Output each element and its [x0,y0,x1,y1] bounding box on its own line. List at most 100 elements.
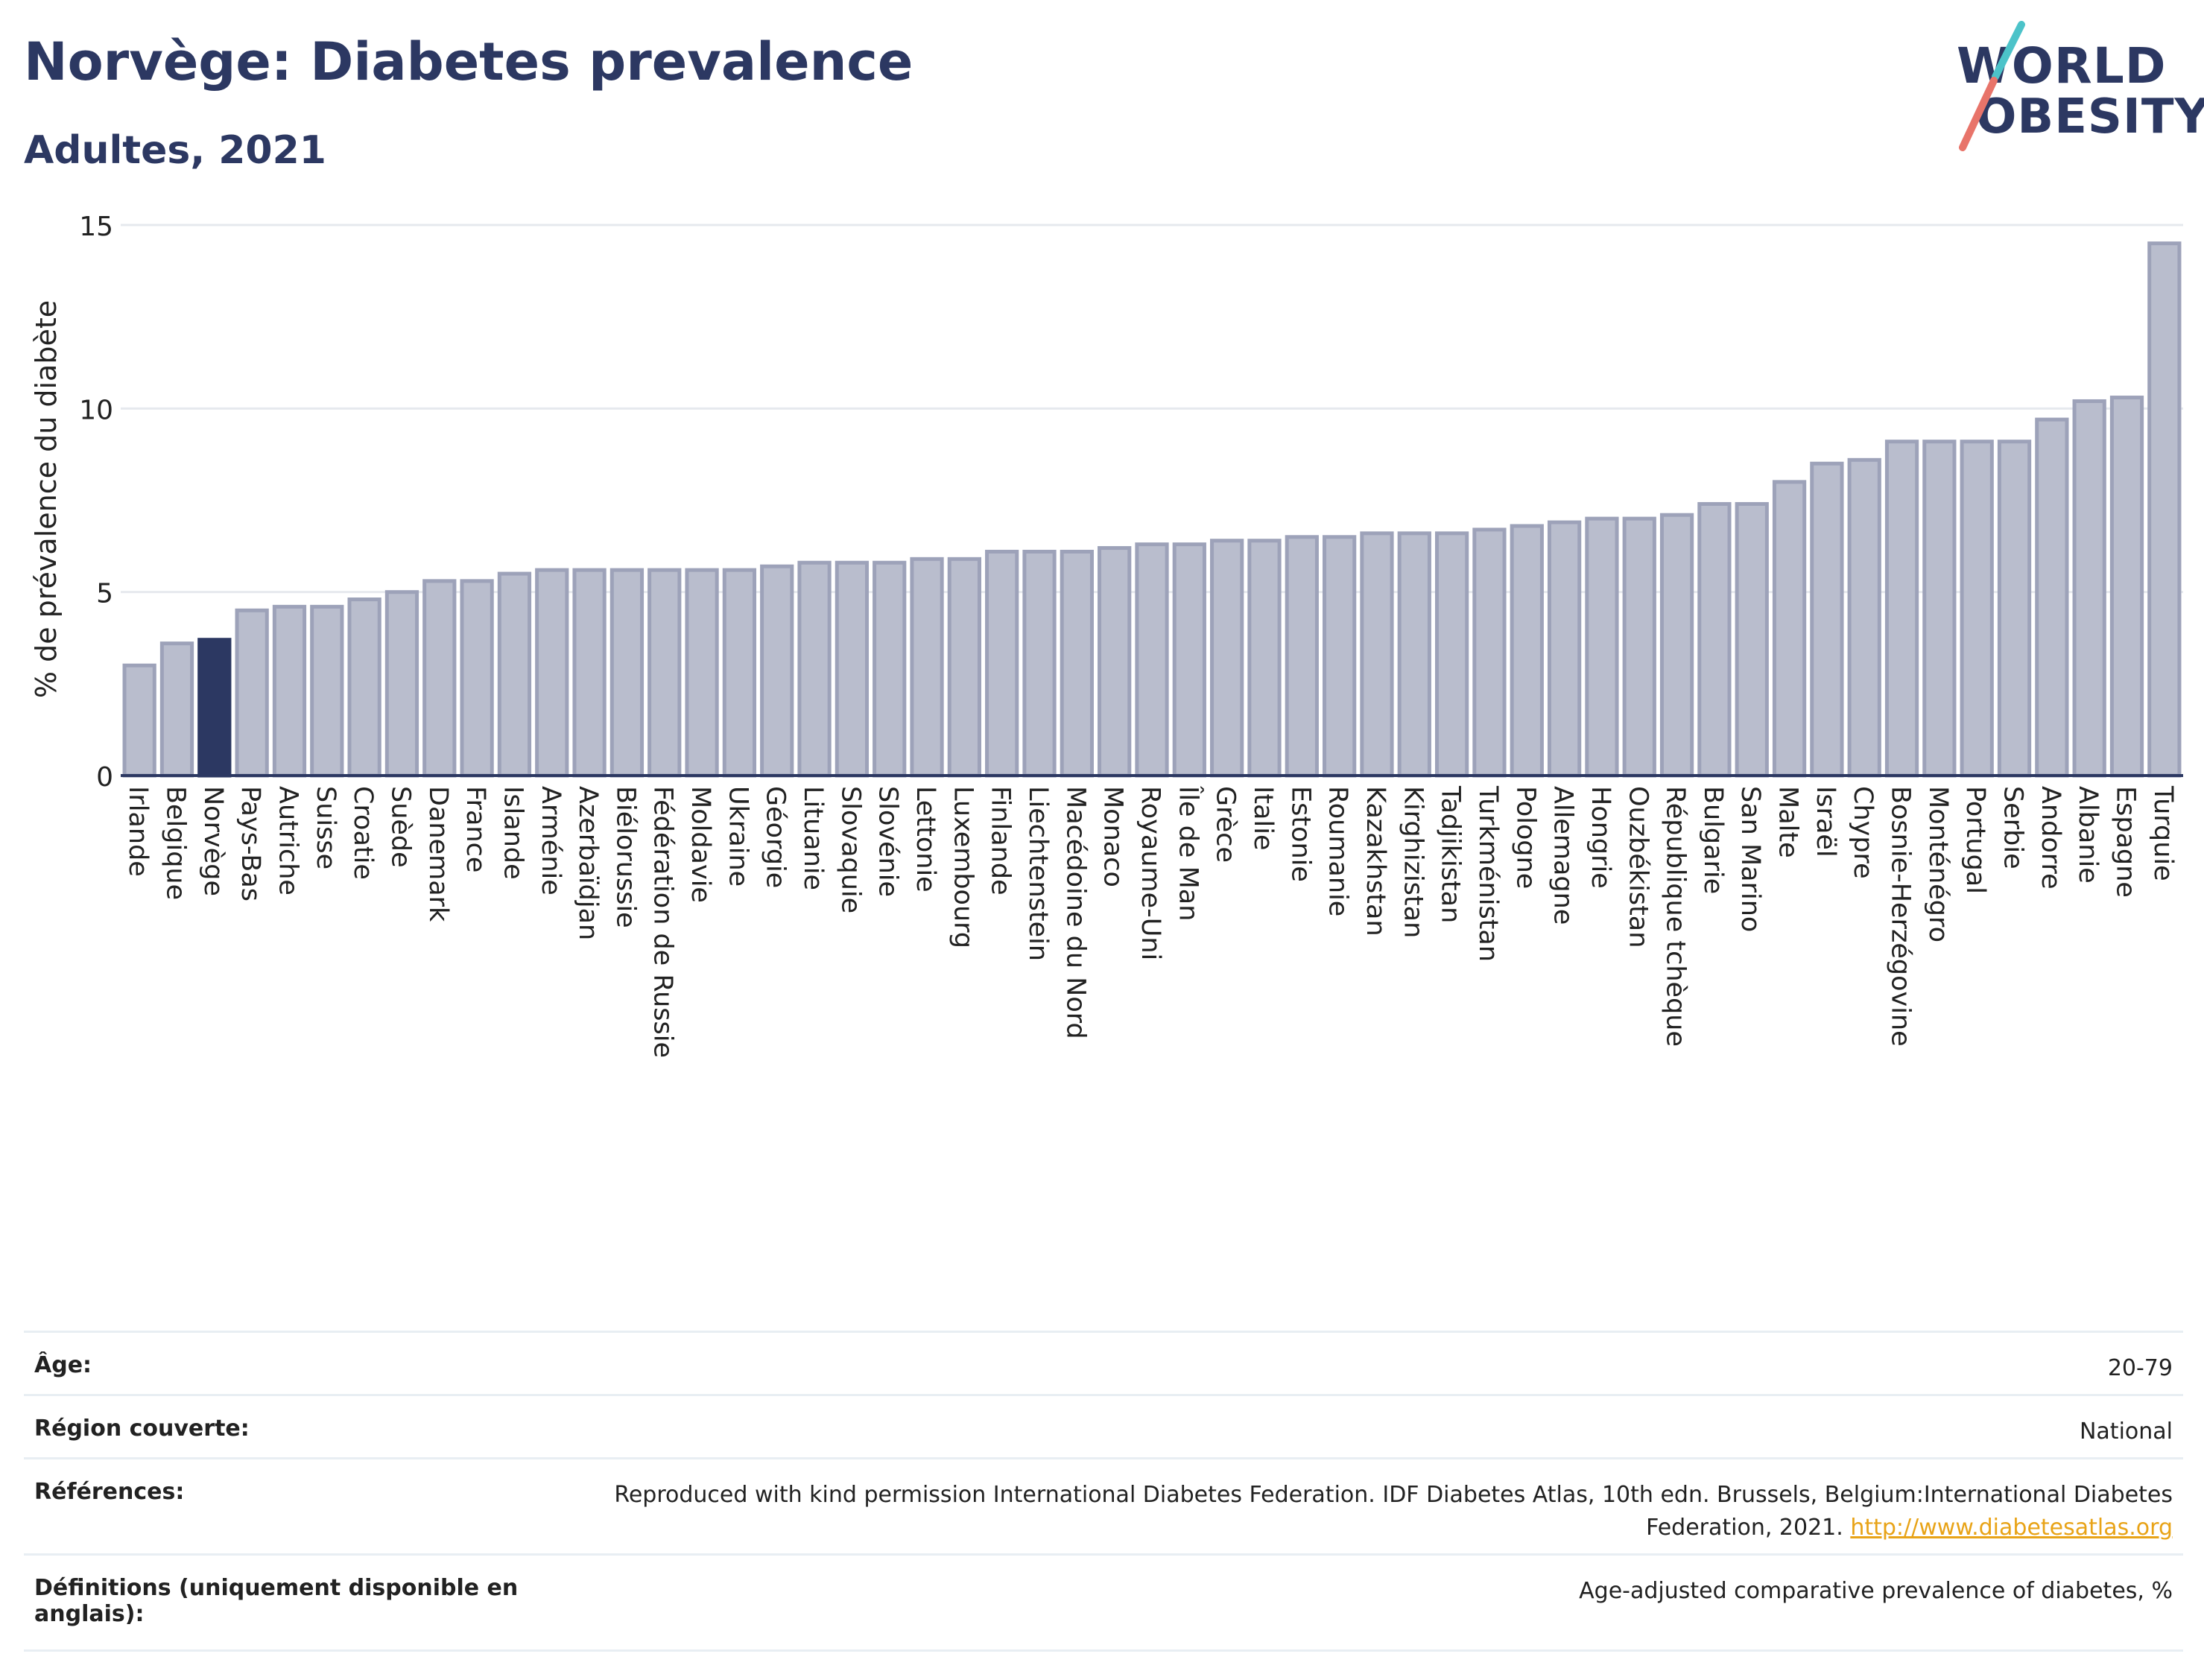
bar [535,568,569,778]
x-tick-label: Ouzbékistan [1623,786,1653,948]
bar [2147,241,2182,778]
bar [1622,516,1656,778]
bar [384,590,419,778]
world-obesity-logo: WORLD OBESITY [1937,21,2204,162]
x-tick-label: Monténégro [1923,786,1953,942]
bar [1735,501,1769,778]
x-tick-label: Île de Man [1173,785,1204,921]
bar [1847,457,1881,778]
x-tick-label: Islande [498,786,528,880]
x-tick-label: Azerbaïdjan [573,786,603,940]
x-tick-label: Biélorussie [610,786,640,928]
bar [797,560,832,778]
bar [685,568,719,778]
x-tick-label: Israël [1811,786,1840,858]
page-subtitle: Adultes, 2021 [24,128,326,173]
x-tick-label: Lituanie [798,786,828,890]
bar [760,564,794,778]
bar [947,557,981,778]
details-row-references: Références: Reproduced with kind permiss… [24,1458,2183,1556]
x-tick-label: Arménie [536,786,566,896]
logo-slash-icon [1959,21,2025,151]
logo-word-2: OBESITY [1976,89,2204,145]
page-title: Norvège: Diabetes prevalence [24,31,913,92]
x-tick-label: Tadjikistan [1436,785,1466,923]
x-tick-label: Hongrie [1586,786,1615,889]
x-tick-label: Serbie [1998,786,2028,869]
y-tick-label: 0 [96,762,113,793]
x-tick-label: Kazakhstan [1361,786,1390,936]
bar [460,579,494,778]
bar [572,568,607,778]
x-tick-label: San Marino [1735,786,1765,932]
bar [1659,513,1694,778]
y-tick-label: 15 [79,212,113,242]
bar [310,604,344,778]
x-tick-label: Norvège [198,786,228,896]
references-value: Reproduced with kind permission Internat… [556,1458,2183,1556]
x-tick-label: Chypre [1848,786,1878,879]
bar [347,597,381,778]
bar [1884,440,1919,778]
details-row-definitions: Définitions (uniquement disponible en an… [24,1554,2183,1652]
bar [2109,396,2144,778]
x-tick-label: Liechtenstein [1023,786,1053,961]
bar [1772,480,1807,778]
x-tick-label: Italie [1248,786,1278,850]
x-tick-label: Slovaquie [835,786,865,913]
bar [1997,440,2032,778]
bar [1472,527,1507,778]
x-tick-label: Danemark [423,786,453,922]
references-link[interactable]: http://www.diabetesatlas.org [1850,1515,2173,1541]
x-tick-label: République tchèque [1661,786,1691,1047]
bar [1397,531,1431,778]
x-tick-label: Royaume-Uni [1136,786,1165,960]
bar [272,604,307,778]
details-row-age: Âge: 20-79 [24,1331,2183,1396]
x-tick-label: Espagne [2111,786,2141,898]
definitions-label: Définitions (uniquement disponible en an… [24,1554,556,1652]
references-label: Références: [24,1458,556,1556]
x-tick-label: Roumanie [1323,786,1353,916]
bar [1060,549,1094,778]
bar [910,557,944,778]
bar [1172,542,1206,778]
x-tick-label: Bosnie-Herzégovine [1886,786,1916,1047]
bar [1434,531,1469,778]
bar [1697,501,1732,778]
bar [1098,546,1132,778]
x-tick-label: Pologne [1510,786,1540,889]
bar [609,568,645,778]
bar [1810,461,1844,778]
age-value: 20-79 [556,1331,2183,1396]
x-tick-label: Monaco [1098,786,1128,887]
bar [122,663,156,778]
x-tick-label: Portugal [1960,786,1990,894]
x-tick-label: Moldavie [685,786,715,903]
bar [2072,399,2106,778]
bar [2035,417,2069,778]
bar [422,579,457,778]
y-tick-label: 5 [96,579,113,609]
references-text: Reproduced with kind permission Internat… [614,1482,2173,1541]
x-tick-label: Luxembourg [948,786,978,948]
bar [159,641,194,778]
x-tick-label: Autriche [273,786,303,896]
x-tick-label: Croatie [348,786,378,880]
x-tick-label: Géorgie [761,786,791,888]
x-tick-label: Pays-Bas [235,786,265,901]
x-tick-label: Allemagne [1548,786,1578,925]
bar [1022,549,1057,778]
bar [1510,524,1544,778]
details-table: Âge: 20-79 Région couverte: National Réf… [24,1331,2183,1652]
x-tick-label: Turquie [2148,785,2178,881]
bar [1585,516,1619,778]
bar [1547,520,1582,778]
x-tick-label: Malte [1773,786,1803,858]
x-tick-label: Ukraine [723,786,753,887]
bar [835,560,870,778]
x-tick-label: Suède [385,786,415,868]
bar [1285,535,1319,778]
x-tick-label: Andorre [2036,786,2065,890]
x-tick-label: Estonie [1285,786,1315,882]
